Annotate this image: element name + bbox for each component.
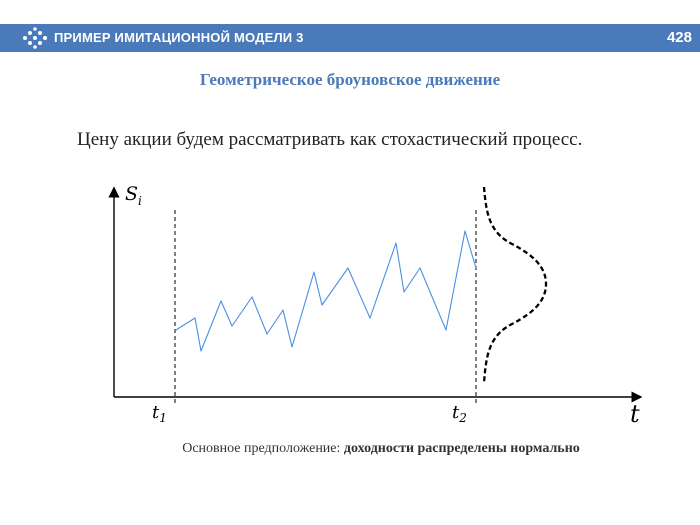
header-bar: ПРИМЕР ИМИТАЦИОННОЙ МОДЕЛИ 3 428: [0, 24, 700, 52]
brownian-motion-diagram: Si t t1 t2: [108, 183, 643, 428]
t1-label: t1: [152, 402, 167, 425]
arrow-dots-icon: [23, 27, 47, 49]
caption: Основное предположение: доходности распр…: [0, 441, 700, 457]
slide-title: ПРИМЕР ИМИТАЦИОННОЙ МОДЕЛИ 3: [54, 30, 304, 45]
price-path: [175, 230, 477, 352]
normal-distribution-curve: [482, 186, 548, 384]
slide-subtitle: Геометрическое броуновское движение: [199, 70, 501, 89]
caption-emphasis: доходности распределены нормально: [343, 441, 580, 456]
t2-label: t2: [452, 402, 467, 425]
page-number: 428: [666, 29, 692, 46]
body-text: Цену акции будем рассматривать как стоха…: [77, 129, 583, 150]
x-axis-label: t: [630, 400, 640, 428]
y-axis-label: Si: [125, 183, 142, 208]
caption-prefix: Основное предположение:: [182, 441, 344, 456]
